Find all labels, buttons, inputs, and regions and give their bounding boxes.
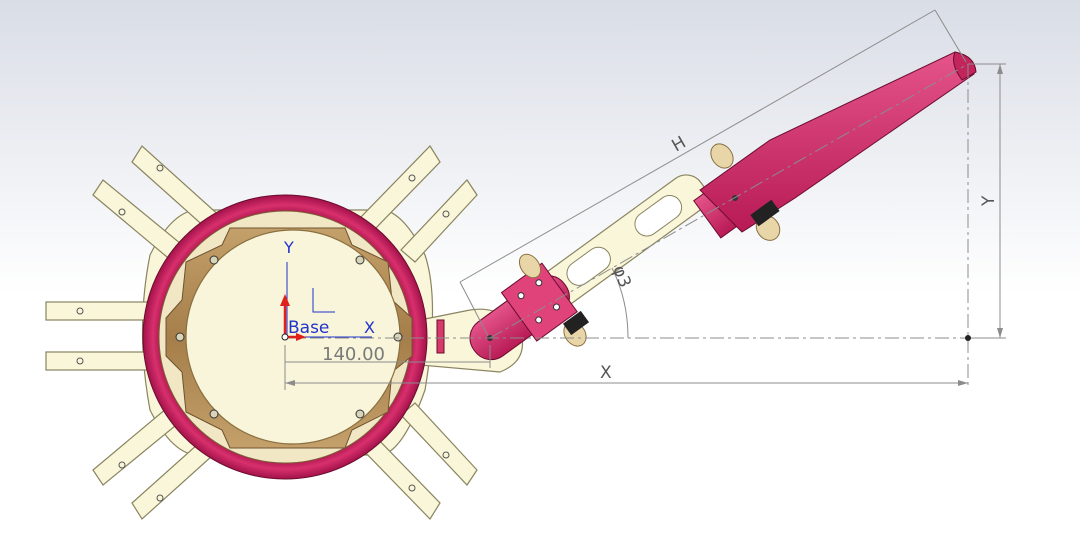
origin-triad[interactable]: Y X Base [280,238,375,341]
plate-arm-ur-2 [400,179,478,263]
origin-point [281,333,289,341]
origin-x-arrowhead [296,333,306,341]
end-effector-tip [953,51,977,81]
bracket-bolts [175,255,403,419]
stop-clip [436,319,445,354]
dimension-y-label[interactable]: Y [979,195,999,207]
origin-sketch-marker [312,288,335,313]
dimension-end-point [965,335,971,341]
origin-x-axis-label: X [364,318,375,337]
dimension-arrows [285,64,1003,386]
plate-arm-l-2 [45,351,155,371]
joint-2-motor [750,199,780,227]
joint-1-housing[interactable] [456,260,582,374]
joint-2-bushing-top [710,143,734,169]
dimension-lines [284,9,1006,390]
origin-base-label[interactable]: Base [288,318,329,338]
joint-1-bushing-top [518,253,542,279]
plate-arm-lr-1 [400,402,478,486]
dimension-offset-value[interactable]: 140.00 [322,344,385,365]
joint-1-motor [562,310,590,336]
plate-holes [76,164,450,502]
dimension-x-label[interactable]: X [600,363,612,383]
plate-arm-l-1 [45,301,155,321]
origin-y-arrowhead [280,294,290,306]
origin-y-axis-label: Y [283,238,294,257]
